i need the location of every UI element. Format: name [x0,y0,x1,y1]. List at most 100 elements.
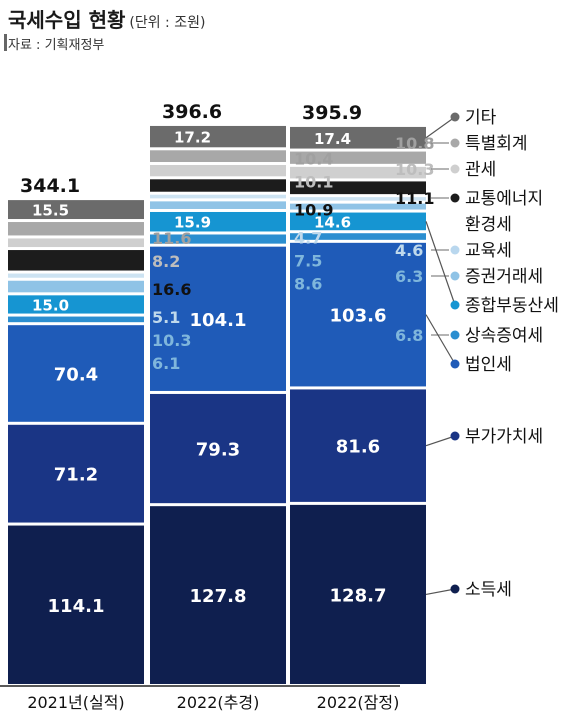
legend-label-7-line2: 환경세 [465,215,512,235]
legend-label-1: 부가가치세 [465,427,543,447]
labels-layer: 344.1 396.6 395.9 114.1 127.8 128.7 71.2 79.3 81… [20,101,386,617]
value-label-1-0: 127.8 [190,586,247,607]
legend-dot-4 [450,300,460,310]
legend-label-6: 교육세 [465,241,512,261]
value-label-2-0: 128.7 [330,585,387,606]
legend-label-3: 상속증여세 [465,326,543,346]
bar-segment-1-5 [150,201,286,209]
bar-segment-0-10 [8,200,144,220]
bar-segment-1-10 [150,125,286,148]
bar-segment-2-0 [290,504,426,684]
value-label-2-1: 81.6 [336,437,380,458]
legend-label-8: 관세 [465,160,496,180]
bar-segment-2-2 [290,242,426,387]
side-value-label-0-8: 8.2 [152,252,180,271]
chart-title: 국세수입 현황 [8,8,126,32]
legend-label-9: 특별회계 [465,134,528,154]
bar-segment-1-2 [150,246,286,391]
leader-line-4 [425,221,456,306]
legend-dot-3 [450,330,460,340]
side-value-label-0-7: 16.6 [152,280,191,299]
bars-layer [8,125,426,684]
bar-segment-2-1 [290,389,426,502]
value-label-2-2: 103.6 [330,306,387,327]
total-label-1: 396.6 [162,101,222,123]
side-value-label-0-9: 11.6 [152,229,191,248]
bar-segment-0-2 [8,325,144,422]
legend-label-5: 증권거래세 [465,267,543,287]
bar-segment-1-7 [150,179,286,192]
chart-subtitle: (단위 : 조원) [129,15,206,31]
legend-dot-5 [450,271,460,281]
bar-segment-0-3 [8,316,144,323]
side-value-label-1-6: 4.7 [294,228,322,247]
bar-segment-0-8 [8,238,144,248]
legend-label-7: 교통에너지 [465,189,543,209]
value-label-0-0: 114.1 [48,596,105,617]
bar-segment-0-9 [8,222,144,236]
bar-segment-0-1 [8,424,144,523]
value-label-0-10: 15.5 [32,202,69,220]
legend-value-3: 6.8 [395,326,423,345]
value-label-1-10: 17.2 [174,129,211,147]
bar-segment-2-5 [290,203,426,210]
legend-dot-2 [450,359,460,369]
bar-segment-2-8 [290,166,426,179]
bar-segment-1-8 [150,165,286,177]
bar-segment-2-10 [290,126,426,149]
side-value-label-0-3: 6.1 [152,354,180,373]
value-label-2-4: 14.6 [314,213,351,231]
legend-dot-7 [450,193,460,203]
legend-label-0: 소득세 [465,580,512,600]
value-label-1-1: 79.3 [196,440,240,461]
legend-dot-8 [450,164,460,174]
title-block: 국세수입 현황 (단위 : 조원) [8,4,205,33]
side-value-label-1-7: 10.9 [294,200,333,219]
legend-value-5: 6.3 [395,267,423,286]
side-value-label-1-3: 8.6 [294,274,322,293]
total-label-2: 395.9 [302,102,362,124]
source-marker [4,34,7,51]
legend-label-4: 종합부동산세 [465,296,559,316]
bar-segment-0-4 [8,295,144,314]
value-label-0-1: 71.2 [54,465,98,486]
side-value-label-1-9: 10.4 [294,149,333,168]
x-tick-label-1: 2022(추경) [177,693,260,712]
value-label-0-2: 70.4 [54,364,98,385]
bar-segment-0-5 [8,280,144,293]
legend-value-8: 10.3 [395,160,434,179]
x-tick-label-2: 2022(잠정) [317,693,400,712]
bar-segment-2-3 [290,233,426,240]
bar-segment-1-3 [150,234,286,244]
legend-label-2: 법인세 [465,355,512,375]
legend-dot-0 [450,584,460,594]
value-label-0-4: 15.0 [32,296,69,314]
bar-segment-0-7 [8,250,144,271]
leader-line-10 [425,116,456,139]
side-value-label-0-5: 10.3 [152,331,191,350]
bar-segment-2-9 [290,151,426,164]
bar-segment-2-7 [290,181,426,195]
legend-value-7: 11.1 [395,189,434,208]
bar-segment-1-1 [150,393,286,504]
bar-segment-1-6 [150,194,286,199]
x-axis-layer: 2021년(실적) 2022(추경) 2022(잠정) [0,685,400,712]
legend-dot-1 [450,431,460,441]
x-tick-label-0: 2021년(실적) [27,693,124,712]
bar-segment-2-4 [290,212,426,231]
legend-value-9: 10.8 [395,134,434,153]
legend-label-10: 기타 [465,108,497,128]
value-label-1-2: 104.1 [190,310,247,331]
bar-segment-2-6 [290,197,426,201]
side-value-label-1-5: 7.5 [294,251,322,270]
bar-segment-0-6 [8,273,144,278]
chart-source: 자료 : 기획재정부 [8,38,105,53]
side-value-label-0-6: 5.1 [152,308,180,327]
leader-line-0 [425,588,456,596]
legend-dot-9 [450,138,460,148]
total-label-0: 344.1 [20,175,80,197]
legend-value-6: 4.6 [395,241,423,260]
value-label-1-4: 15.9 [174,214,211,232]
